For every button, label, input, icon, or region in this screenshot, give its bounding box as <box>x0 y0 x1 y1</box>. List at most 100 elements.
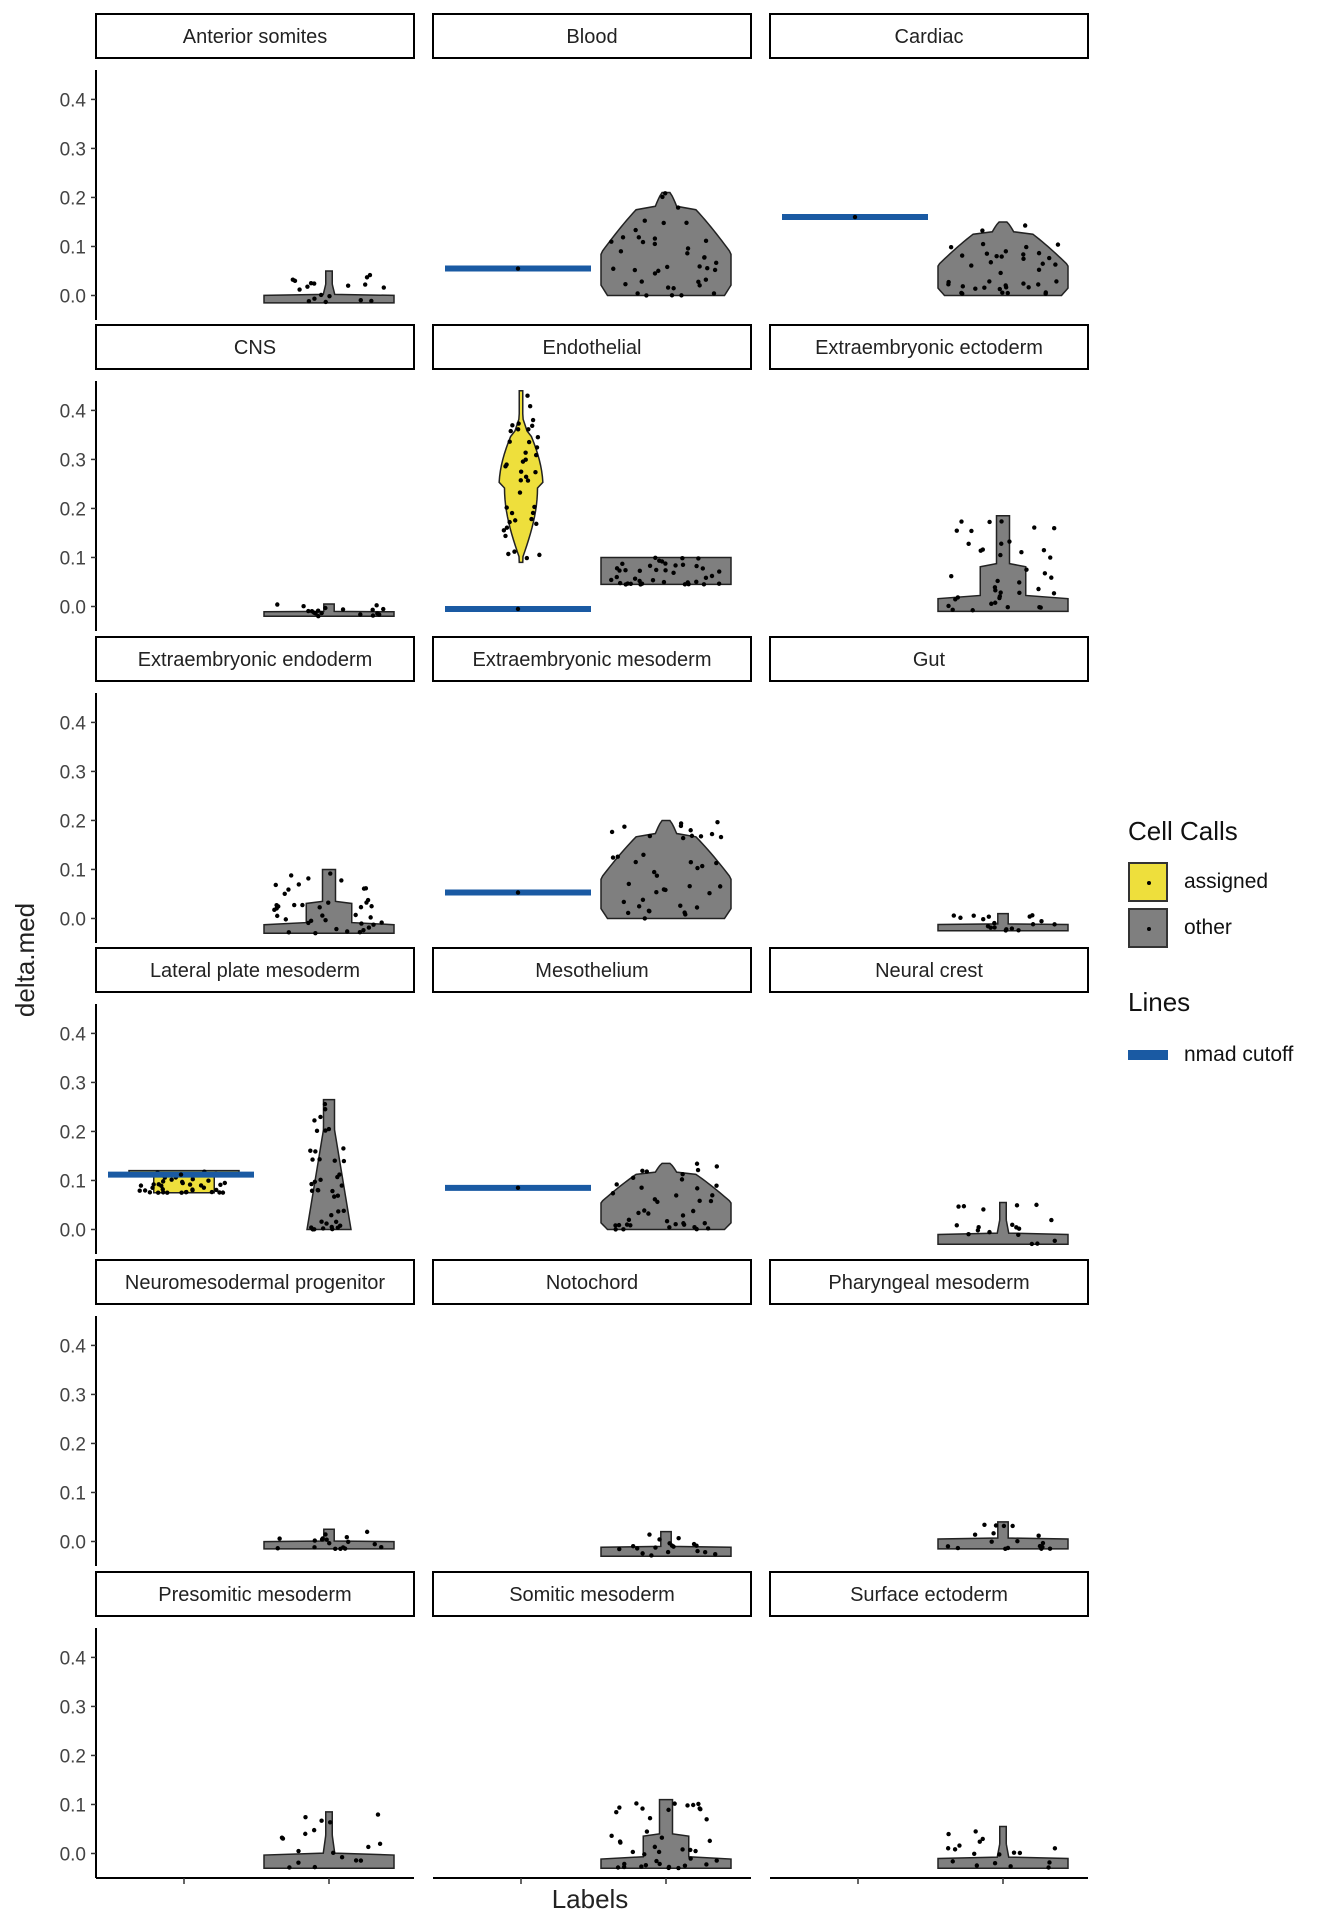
data-point-assigned-lateral-plate-mesoderm <box>142 1188 148 1193</box>
strip-extraembryonic-endoderm <box>95 636 415 682</box>
data-point-other-extraembryonic-endoderm <box>323 917 328 923</box>
strip-mesothelium <box>432 947 752 993</box>
data-point-other-extraembryonic-endoderm <box>286 887 291 892</box>
data-point-assigned-lateral-plate-mesoderm <box>137 1188 142 1193</box>
data-point-other-lateral-plate-mesoderm <box>333 1219 339 1224</box>
data-point-other-mesothelium <box>644 1169 650 1174</box>
data-point-other-gut <box>951 913 957 918</box>
data-point-other-endothelial <box>653 555 658 560</box>
data-point-other-extraembryonic-mesoderm <box>678 821 684 826</box>
data-point-other-endothelial <box>673 563 678 568</box>
data-point-other-pharyngeal-mesoderm <box>945 1544 951 1549</box>
cutoff-point-blood <box>515 266 521 271</box>
data-point-other-cardiac <box>982 285 987 290</box>
data-point-other-lateral-plate-mesoderm <box>309 1225 314 1230</box>
data-point-other-surface-ectoderm <box>957 1843 962 1848</box>
data-point-other-lateral-plate-mesoderm <box>341 1158 347 1164</box>
data-point-other-neuromesodermal-progenitor <box>319 1537 325 1542</box>
data-point-other-blood <box>712 267 718 273</box>
data-point-other-extraembryonic-endoderm <box>339 878 344 883</box>
data-point-assigned-lateral-plate-mesoderm <box>222 1180 228 1186</box>
data-point-other-somitic-mesoderm <box>688 1847 693 1853</box>
y-tick-label-presomitic-mesoderm: 0.0 <box>60 1844 86 1865</box>
data-point-other-cardiac <box>997 286 1002 292</box>
data-point-other-extraembryonic-endoderm <box>282 891 287 896</box>
data-point-other-presomitic-mesoderm <box>296 1860 301 1865</box>
data-point-other-cardiac <box>1021 252 1026 257</box>
strip-somitic-mesoderm <box>432 1571 752 1617</box>
data-point-other-endothelial <box>623 582 628 587</box>
legend-key-assigned <box>1128 862 1168 902</box>
data-point-other-lateral-plate-mesoderm <box>323 1128 328 1133</box>
y-tick-label-anterior-somites: 0.4 <box>60 90 87 111</box>
data-point-assigned-lateral-plate-mesoderm <box>209 1189 215 1195</box>
data-point-other-extraembryonic-ectoderm <box>954 528 959 533</box>
data-point-other-surface-ectoderm <box>1046 1865 1051 1870</box>
data-point-other-lateral-plate-mesoderm <box>312 1179 318 1184</box>
data-point-other-extraembryonic-mesoderm <box>626 881 632 887</box>
data-point-other-cns <box>319 610 324 616</box>
data-point-other-endothelial <box>623 568 628 573</box>
data-point-other-notochord <box>665 1549 671 1555</box>
data-point-other-extraembryonic-endoderm <box>361 927 366 933</box>
strip-surface-ectoderm <box>769 1571 1089 1617</box>
cutoff-point-extraembryonic-mesoderm <box>515 890 521 895</box>
strip-notochord <box>432 1259 752 1305</box>
data-point-other-blood <box>609 239 614 244</box>
data-point-other-cns <box>370 607 375 613</box>
data-point-other-pharyngeal-mesoderm <box>1037 1543 1043 1549</box>
violin-other-extraembryonic-mesoderm <box>600 819 732 920</box>
data-point-other-cardiac <box>959 253 965 258</box>
data-point-other-presomitic-mesoderm <box>339 1855 345 1860</box>
data-point-other-somitic-mesoderm <box>680 1847 685 1852</box>
data-point-other-extraembryonic-endoderm <box>275 913 280 919</box>
data-point-other-neuromesodermal-progenitor <box>372 1541 377 1547</box>
data-point-other-cardiac <box>980 228 985 233</box>
data-point-other-extraembryonic-mesoderm <box>688 828 693 833</box>
data-point-other-surface-ectoderm <box>973 1829 978 1834</box>
violin-other-cardiac <box>937 221 1069 297</box>
data-point-other-cns <box>374 603 379 608</box>
data-point-other-blood <box>611 266 616 271</box>
strip-neural-crest <box>769 947 1089 993</box>
data-point-other-neuromesodermal-progenitor <box>333 1546 338 1552</box>
data-point-other-mesothelium <box>674 1193 679 1198</box>
data-point-other-extraembryonic-endoderm <box>274 906 279 911</box>
violin-other-blood <box>600 191 732 297</box>
y-tick-label-cns: 0.2 <box>60 499 86 520</box>
data-point-other-mesothelium <box>667 1225 672 1230</box>
data-point-other-extraembryonic-mesoderm <box>680 835 686 841</box>
data-point-other-cardiac <box>1047 255 1052 261</box>
data-point-other-mesothelium <box>640 1168 645 1173</box>
violin-other-anterior-somites <box>263 270 395 304</box>
data-point-other-extraembryonic-ectoderm <box>997 595 1002 601</box>
strip-anterior-somites <box>95 13 415 59</box>
data-point-other-blood <box>702 255 707 260</box>
data-point-other-endothelial <box>709 573 715 579</box>
y-tick-label-neuromesodermal-progenitor: 0.2 <box>60 1434 86 1455</box>
data-point-other-cardiac <box>969 263 974 268</box>
data-point-other-blood <box>652 271 658 276</box>
data-point-other-lateral-plate-mesoderm <box>336 1209 341 1214</box>
data-point-other-extraembryonic-endoderm <box>300 902 305 908</box>
data-point-other-notochord <box>640 1551 645 1556</box>
legend-label-other: other <box>1184 916 1232 939</box>
data-point-other-extraembryonic-ectoderm <box>970 608 975 613</box>
data-point-assigned-lateral-plate-mesoderm <box>180 1180 185 1186</box>
data-point-other-notochord <box>647 1532 652 1537</box>
data-point-other-surface-ectoderm <box>1008 1864 1013 1869</box>
data-point-other-mesothelium <box>679 1177 685 1182</box>
data-point-assigned-endothelial <box>533 470 538 475</box>
data-point-other-pharyngeal-mesoderm <box>1036 1533 1041 1538</box>
data-point-other-presomitic-mesoderm <box>319 1818 324 1823</box>
data-point-other-somitic-mesoderm <box>657 1861 662 1867</box>
data-point-other-cns <box>381 606 386 612</box>
data-point-other-blood <box>665 285 671 290</box>
data-point-other-extraembryonic-endoderm <box>286 930 292 935</box>
data-point-other-cardiac <box>999 254 1004 259</box>
data-point-other-endothelial <box>620 561 625 567</box>
data-point-other-extraembryonic-mesoderm <box>683 912 688 917</box>
data-point-other-anterior-somites <box>362 282 368 287</box>
data-point-other-blood <box>705 266 710 271</box>
data-point-assigned-endothelial <box>523 450 528 455</box>
